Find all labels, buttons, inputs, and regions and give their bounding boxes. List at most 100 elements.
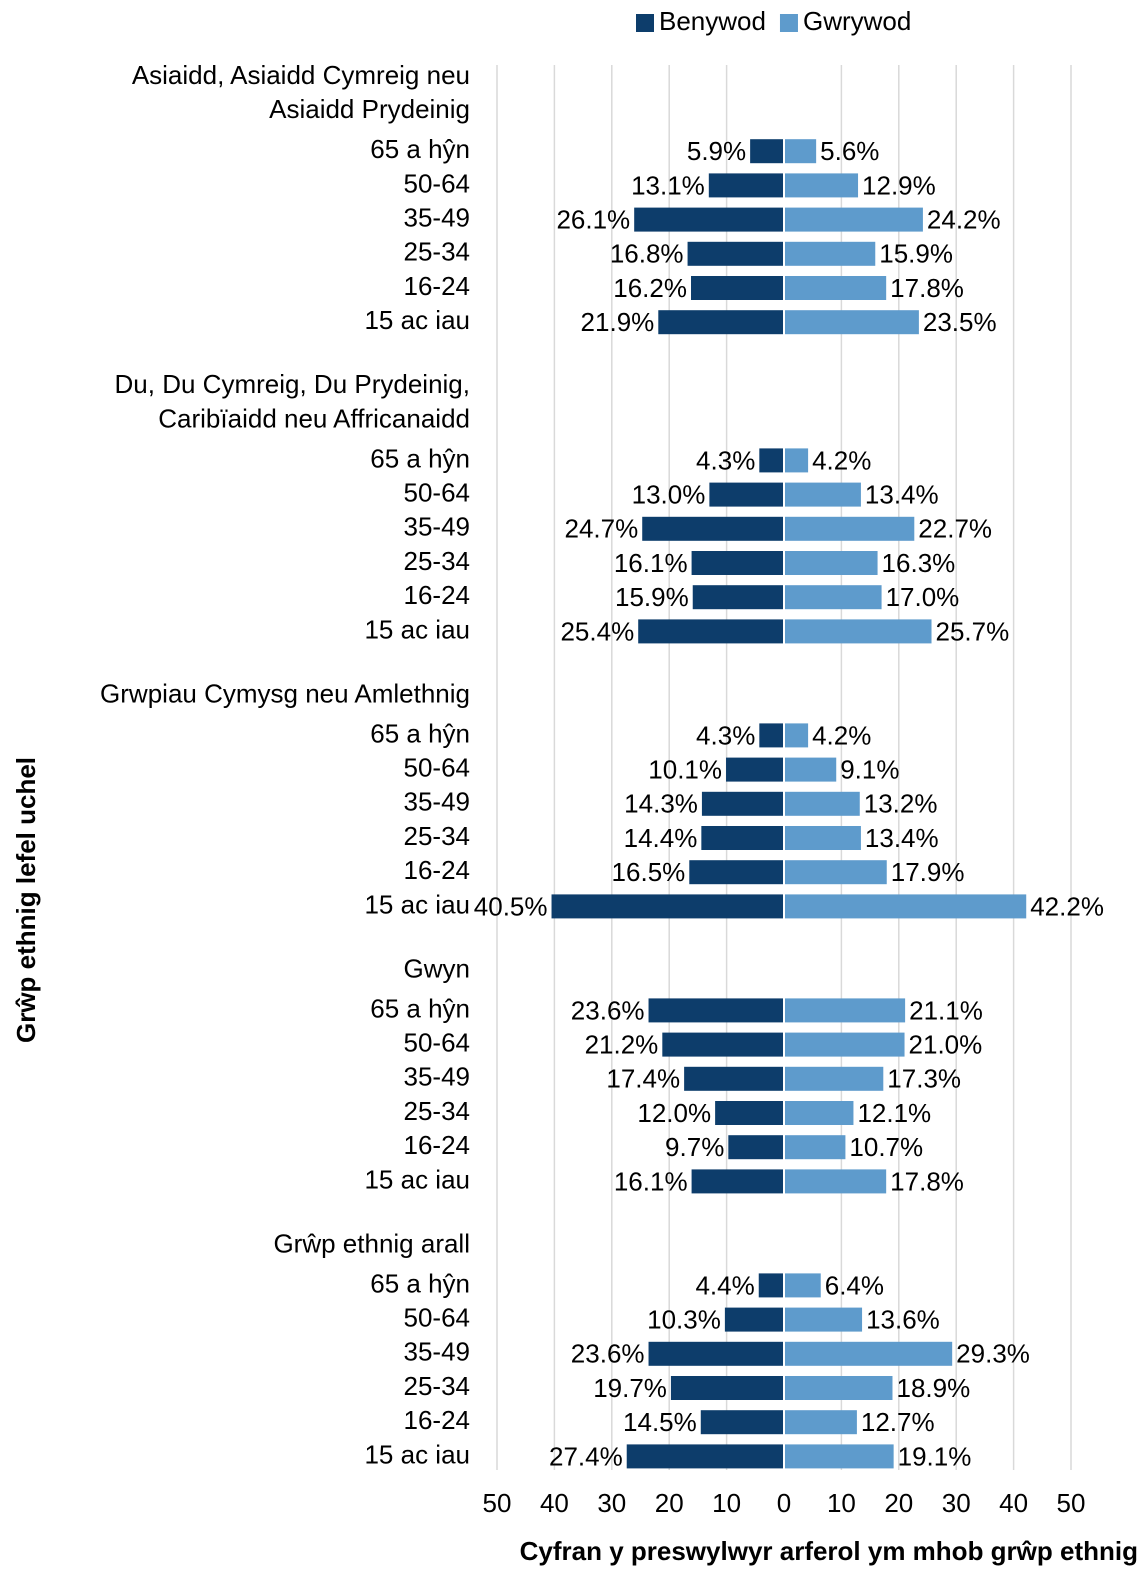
bar (691, 551, 784, 575)
value-label: 29.3% (956, 1339, 1030, 1369)
bar (684, 1066, 784, 1091)
bar (670, 1376, 784, 1400)
bar (784, 585, 882, 610)
value-label: 25.7% (936, 616, 1010, 646)
bar (689, 860, 784, 885)
bar (750, 139, 784, 164)
bar (638, 619, 784, 644)
group-label: Grwpiau Cymysg neu Amlethnig (100, 678, 470, 708)
y-axis-title: Grŵp ethnig lefel uchel (11, 757, 41, 1043)
category-label: 25-34 (404, 1096, 471, 1126)
category-label: 35-49 (404, 202, 471, 232)
value-label: 24.2% (927, 204, 1001, 234)
bar (784, 1307, 863, 1332)
legend-label: Gwrywod (803, 6, 911, 36)
category-label: 50-64 (404, 168, 471, 198)
value-label: 17.8% (890, 273, 964, 303)
value-label: 13.1% (631, 170, 705, 200)
value-label: 16.8% (610, 239, 684, 269)
value-label: 21.9% (581, 307, 655, 337)
category-label: 15 ac iau (364, 305, 470, 335)
value-label: 40.5% (474, 891, 548, 921)
bar (784, 207, 923, 232)
value-label: 4.4% (695, 1270, 754, 1300)
bar (784, 791, 860, 816)
value-label: 10.1% (648, 754, 722, 784)
value-label: 18.9% (896, 1373, 970, 1403)
value-label: 16.1% (614, 1166, 688, 1196)
bar (784, 173, 859, 198)
category-label: 16-24 (404, 271, 471, 301)
x-tick-label: 50 (1057, 1488, 1086, 1518)
legend-swatch (636, 14, 654, 32)
value-label: 15.9% (615, 582, 689, 612)
x-tick-label: 20 (655, 1488, 684, 1518)
group-label: Asiaidd Prydeinig (269, 94, 470, 124)
category-label: 25-34 (404, 1371, 471, 1401)
bar (784, 1410, 857, 1435)
value-label: 25.4% (560, 616, 634, 646)
x-tick-label: 10 (827, 1488, 856, 1518)
bar (784, 310, 919, 335)
value-label: 4.3% (696, 445, 755, 475)
value-label: 23.6% (571, 1339, 645, 1369)
bar (784, 1066, 884, 1091)
bar (648, 1341, 784, 1366)
value-label: 10.3% (647, 1304, 721, 1334)
category-label: 25-34 (404, 237, 471, 267)
bar (701, 791, 784, 816)
value-label: 14.4% (624, 823, 698, 853)
value-label: 9.7% (665, 1132, 724, 1162)
value-label: 12.9% (862, 170, 936, 200)
value-label: 23.5% (923, 307, 997, 337)
x-tick-label: 30 (942, 1488, 971, 1518)
bar (784, 998, 906, 1023)
value-label: 4.2% (812, 720, 871, 750)
bar (709, 482, 784, 507)
bar (784, 1135, 846, 1160)
x-tick-label: 50 (483, 1488, 512, 1518)
bar (759, 723, 784, 748)
value-label: 42.2% (1030, 891, 1104, 921)
bar (658, 310, 784, 335)
value-label: 21.1% (909, 995, 983, 1025)
bar (758, 1273, 784, 1298)
value-label: 15.9% (879, 239, 953, 269)
bar (784, 516, 915, 541)
category-label: 15 ac iau (364, 889, 470, 919)
category-label: 35-49 (404, 1062, 471, 1092)
bar (784, 241, 876, 266)
value-label: 16.2% (613, 273, 687, 303)
x-tick-label: 10 (712, 1488, 741, 1518)
bar (759, 448, 784, 473)
category-label: 65 a hŷn (370, 993, 470, 1023)
value-label: 12.0% (637, 1098, 711, 1128)
group-label: Grŵp ethnig arall (273, 1228, 470, 1258)
value-label: 9.1% (840, 754, 899, 784)
group-label: Caribïaidd neu Affricanaidd (158, 403, 470, 433)
bar (784, 1376, 893, 1400)
bar (784, 551, 878, 575)
bar (784, 1101, 854, 1125)
bar (784, 860, 887, 885)
category-label: 65 a hŷn (370, 1268, 470, 1298)
value-label: 17.0% (886, 582, 960, 612)
value-label: 17.8% (890, 1166, 964, 1196)
value-label: 14.3% (624, 789, 698, 819)
bar (784, 139, 817, 164)
bar (648, 998, 784, 1023)
x-tick-label: 40 (999, 1488, 1028, 1518)
bar (784, 826, 861, 850)
legend-swatch (779, 14, 798, 32)
bar (692, 585, 784, 610)
value-label: 16.3% (882, 548, 956, 578)
value-label: 19.1% (898, 1441, 972, 1471)
bar (700, 1410, 784, 1435)
category-label: 35-49 (404, 512, 471, 542)
x-tick-label: 20 (884, 1488, 913, 1518)
bar (784, 1273, 821, 1298)
value-label: 6.4% (825, 1270, 884, 1300)
value-label: 23.6% (571, 995, 645, 1025)
bar (784, 1341, 953, 1366)
